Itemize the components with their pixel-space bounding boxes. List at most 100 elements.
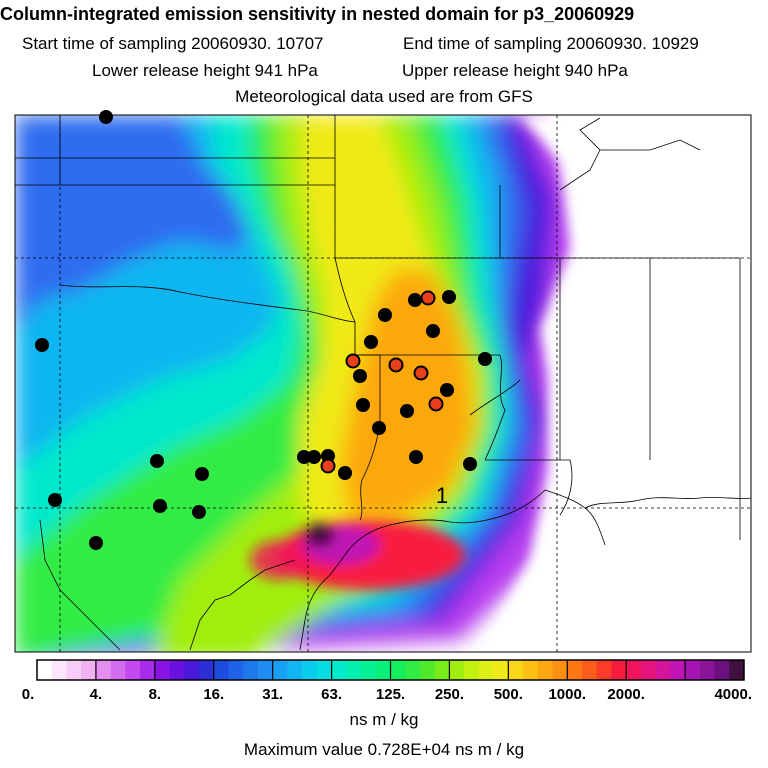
colorbar-tick-label: 0. (22, 686, 35, 703)
colorbar-swatch (184, 660, 200, 680)
colorbar-tick-label: 31. (262, 686, 283, 703)
colorbar-swatch (154, 660, 171, 680)
colorbar-swatch (110, 660, 126, 680)
station-dot (153, 499, 167, 513)
station-dot (426, 324, 440, 338)
colorbar-swatch (626, 660, 642, 680)
colorbar-tick-label: 4000. (714, 686, 752, 703)
station-dot (442, 290, 456, 304)
colorbar-tick-label: 63. (321, 686, 342, 703)
colorbar-swatch (493, 660, 509, 680)
lat-lon-grid (15, 115, 751, 652)
station-dot-highlighted (428, 396, 444, 412)
colorbar-swatch (346, 660, 362, 680)
upper-release-label: Upper release height 940 hPa (402, 61, 628, 80)
station-dot (297, 450, 311, 464)
station-dot (35, 338, 49, 352)
station-dot (400, 404, 414, 418)
colorbar-swatch (331, 660, 347, 680)
colorbar-swatch (125, 660, 141, 680)
colorbar-swatch (272, 660, 288, 680)
end-time-label: End time of sampling 20060930. 10929 (403, 34, 699, 53)
colorbar-swatch (640, 660, 657, 680)
station-dot (372, 421, 386, 435)
colorbar-swatch (199, 660, 215, 680)
station-dot (478, 352, 492, 366)
colorbar-swatch (714, 660, 730, 680)
station-dot-highlighted (388, 357, 404, 373)
colorbar-swatch (169, 660, 185, 680)
station-dot-highlighted (345, 353, 361, 369)
station-dot (409, 450, 423, 464)
colorbar-swatch (552, 660, 568, 680)
station-dot (463, 457, 477, 471)
colorbar-swatch (287, 660, 303, 680)
colorbar-swatch (243, 660, 259, 680)
station-dot (99, 110, 113, 124)
colorbar-swatch (449, 660, 465, 680)
station-dot (192, 505, 206, 519)
station-dot (408, 293, 422, 307)
colorbar-tick-label: 16. (203, 686, 224, 703)
colorbar-swatch (478, 660, 495, 680)
colorbar-swatch (419, 660, 436, 680)
colorbar-swatch (37, 660, 53, 680)
station-dot-highlighted (320, 458, 336, 474)
max-value-label: Maximum value 0.728E+04 ns m / kg (243, 740, 525, 759)
colorbar-swatch (375, 660, 391, 680)
start-time-label: Start time of sampling 20060930. 10707 (22, 34, 324, 53)
station-dot (195, 467, 209, 481)
station-markers (35, 110, 492, 550)
station-dot-highlighted (420, 290, 436, 306)
station-dot (338, 466, 352, 480)
colorbar-swatch (699, 660, 716, 680)
colorbar-swatch (140, 660, 156, 680)
colorbar-swatch (228, 660, 244, 680)
sensitivity-field (15, 115, 751, 652)
release-site-marker: 1 (436, 483, 448, 508)
figure-title: Column-integrated emission sensitivity i… (0, 4, 635, 24)
colorbar-tick-label: 2000. (607, 686, 645, 703)
station-dot-highlighted (413, 365, 429, 381)
station-dot (353, 369, 367, 383)
colorbar-swatch (316, 660, 333, 680)
station-dot (356, 398, 370, 412)
colorbar-swatch (670, 660, 686, 680)
colorbar-swatch (596, 660, 612, 680)
colorbar-tick-label: 4. (90, 686, 103, 703)
colorbar: 0. 4. 8. 16. 31. 63. 125. 250. 500. 1000. 2000. 400… (22, 659, 752, 703)
colorbar-unit: ns m / kg (349, 710, 419, 729)
colorbar-swatch (537, 660, 554, 680)
colorbar-swatch (685, 660, 701, 680)
station-dot (307, 450, 321, 464)
colorbar-swatch (434, 660, 450, 680)
met-data-label: Meteorological data used are from GFS (235, 87, 533, 106)
colorbar-swatch (51, 660, 67, 680)
colorbar-tick-label: 250. (435, 686, 464, 703)
station-dot (440, 383, 454, 397)
colorbar-swatch (729, 660, 745, 680)
colorbar-swatch (464, 660, 480, 680)
station-dot (48, 493, 62, 507)
colorbar-tick-label: 8. (149, 686, 162, 703)
colorbar-tick-label: 500. (494, 686, 523, 703)
station-dot (150, 454, 164, 468)
station-dot (364, 335, 378, 349)
colorbar-swatch (655, 660, 671, 680)
colorbar-swatch (508, 660, 524, 680)
colorbar-swatch (66, 660, 82, 680)
lower-release-label: Lower release height 941 hPa (92, 61, 318, 80)
colorbar-swatch (257, 660, 274, 680)
colorbar-swatch (95, 660, 112, 680)
colorbar-swatch (581, 660, 598, 680)
station-dot (89, 536, 103, 550)
colorbar-swatch (390, 660, 406, 680)
colorbar-tick-label: 125. (376, 686, 405, 703)
colorbar-tick-label: 1000. (548, 686, 586, 703)
colorbar-swatch (567, 660, 583, 680)
colorbar-swatch (361, 660, 377, 680)
colorbar-swatch (302, 660, 318, 680)
colorbar-swatch (81, 660, 97, 680)
colorbar-swatch (523, 660, 539, 680)
